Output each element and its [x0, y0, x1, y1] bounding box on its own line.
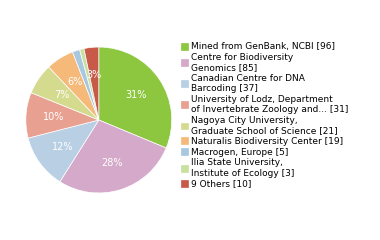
- Text: 31%: 31%: [126, 90, 147, 100]
- Wedge shape: [60, 120, 166, 193]
- Wedge shape: [73, 50, 99, 120]
- Wedge shape: [80, 48, 99, 120]
- Wedge shape: [26, 93, 99, 138]
- Wedge shape: [84, 47, 99, 120]
- Wedge shape: [99, 47, 172, 148]
- Legend: Mined from GenBank, NCBI [96], Centre for Biodiversity
Genomics [85], Canadian C: Mined from GenBank, NCBI [96], Centre fo…: [180, 42, 349, 188]
- Text: 10%: 10%: [43, 112, 64, 122]
- Text: 7%: 7%: [54, 90, 69, 100]
- Wedge shape: [49, 52, 99, 120]
- Text: 28%: 28%: [102, 158, 123, 168]
- Wedge shape: [28, 120, 99, 182]
- Text: 6%: 6%: [67, 77, 82, 87]
- Wedge shape: [31, 67, 99, 120]
- Text: 12%: 12%: [51, 142, 73, 152]
- Text: 3%: 3%: [87, 70, 102, 80]
